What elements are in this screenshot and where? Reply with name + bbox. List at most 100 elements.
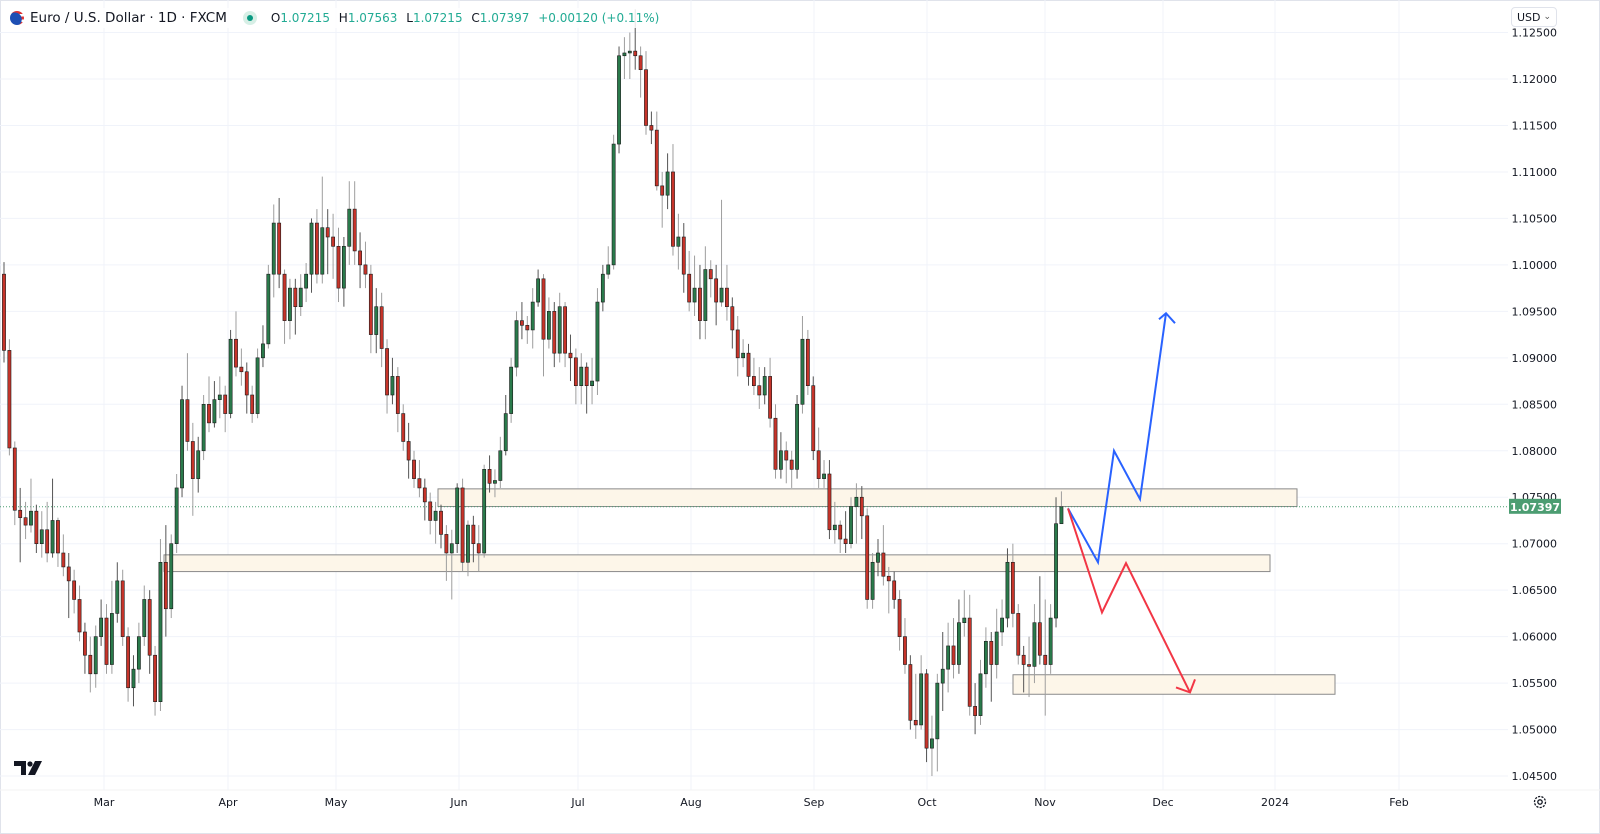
support-resistance-zone[interactable] [1012, 674, 1336, 695]
candle-up[interactable] [309, 222, 314, 275]
candle-down[interactable] [681, 236, 686, 275]
candle-down[interactable] [83, 631, 87, 656]
candle-up[interactable] [136, 636, 141, 670]
candle-up[interactable] [271, 222, 276, 275]
candle-up[interactable] [1054, 523, 1058, 619]
candle-up[interactable] [455, 487, 460, 545]
candle-down[interactable] [746, 352, 751, 377]
candle-down[interactable] [406, 441, 411, 461]
candle-up[interactable] [390, 376, 395, 396]
candle-down[interactable] [903, 636, 907, 665]
candle-down[interactable] [654, 129, 659, 187]
candle-up[interactable] [110, 613, 114, 665]
candle-down[interactable] [859, 496, 864, 517]
candle-down[interactable] [126, 636, 130, 689]
candle-down[interactable] [735, 329, 740, 359]
candle-up[interactable] [288, 287, 292, 321]
candle-down[interactable] [77, 599, 82, 633]
candle-down[interactable] [412, 459, 416, 479]
candle-up[interactable] [595, 301, 600, 382]
candle-up[interactable] [957, 622, 961, 665]
candle-up[interactable] [1000, 617, 1004, 633]
candle-up[interactable] [692, 287, 697, 303]
candle-up[interactable] [940, 668, 945, 684]
candle-up[interactable] [201, 403, 206, 452]
candle-up[interactable] [498, 450, 503, 481]
candle-down[interactable] [7, 350, 12, 449]
candle-up[interactable] [212, 399, 217, 424]
candle-up[interactable] [298, 287, 303, 308]
candle-up[interactable] [174, 487, 179, 545]
candle-down[interactable] [120, 580, 125, 637]
candle-up[interactable] [930, 738, 934, 749]
candle-down[interactable] [385, 348, 389, 396]
candle-down[interactable] [897, 599, 902, 637]
candle-up[interactable] [849, 506, 853, 544]
candle-up[interactable] [115, 580, 120, 614]
candle-down[interactable] [660, 185, 665, 196]
candle-down[interactable] [886, 575, 891, 582]
candle-down[interactable] [913, 719, 918, 726]
candle-down[interactable] [584, 366, 589, 387]
candle-up[interactable] [1005, 561, 1010, 619]
candle-up[interactable] [854, 496, 859, 507]
candle-up[interactable] [876, 552, 880, 563]
candle-down[interactable] [908, 664, 913, 721]
candle-down[interactable] [752, 376, 756, 387]
support-resistance-zone[interactable] [437, 488, 1298, 508]
candle-up[interactable] [870, 561, 875, 600]
candle-up[interactable] [606, 264, 611, 275]
candle-down[interactable] [633, 50, 638, 57]
candle-down[interactable] [892, 580, 897, 600]
candle-up[interactable] [546, 311, 551, 340]
candle-down[interactable] [973, 706, 978, 716]
candle-up[interactable] [180, 399, 184, 489]
candle-down[interactable] [315, 222, 319, 275]
candle-up[interactable] [50, 520, 55, 554]
candle-up[interactable] [228, 338, 233, 414]
candle-up[interactable] [39, 529, 44, 544]
candle-down[interactable] [325, 227, 330, 238]
candle-down[interactable] [104, 617, 109, 665]
candle-down[interactable] [552, 311, 557, 354]
candle-up[interactable] [530, 301, 535, 331]
candle-up[interactable] [962, 617, 967, 623]
candle-down[interactable] [61, 552, 66, 568]
candle-up[interactable] [449, 543, 454, 554]
candle-up[interactable] [341, 245, 346, 289]
candle-down[interactable] [207, 403, 211, 424]
candle-down[interactable] [363, 264, 368, 275]
candle-up[interactable] [320, 227, 325, 275]
tradingview-logo[interactable] [14, 761, 44, 775]
candle-up[interactable] [676, 236, 681, 247]
candle-down[interactable] [520, 320, 524, 326]
candle-down[interactable] [708, 269, 713, 280]
candle-down[interactable] [1021, 654, 1026, 665]
candle-down[interactable] [568, 352, 573, 359]
candle-up[interactable] [99, 617, 104, 637]
candle-down[interactable] [471, 524, 476, 544]
candle-down[interactable] [525, 324, 530, 331]
candle-down[interactable] [671, 171, 675, 247]
candle-up[interactable] [482, 469, 487, 554]
candle-up[interactable] [703, 269, 708, 321]
candle-down[interactable] [573, 357, 578, 387]
candle-down[interactable] [730, 306, 735, 331]
candle-down[interactable] [773, 417, 778, 470]
candle-up[interactable] [822, 473, 826, 479]
support-resistance-zone[interactable] [163, 554, 1271, 573]
candle-up[interactable] [946, 645, 951, 670]
candle-up[interactable] [800, 338, 805, 405]
candle-down[interactable] [244, 371, 249, 396]
symbol-title[interactable]: Euro / U.S. Dollar · 1D · FXCM [30, 10, 227, 26]
candle-down[interactable] [768, 376, 772, 419]
candle-down[interactable] [989, 640, 994, 665]
candle-up[interactable] [466, 524, 470, 563]
candle-down[interactable] [924, 673, 929, 749]
candle-down[interactable] [250, 394, 255, 414]
candle-up[interactable] [832, 524, 837, 531]
candle-up[interactable] [719, 287, 724, 303]
candle-up[interactable] [266, 273, 271, 345]
candle-down[interactable] [881, 552, 886, 577]
candle-down[interactable] [368, 273, 373, 335]
